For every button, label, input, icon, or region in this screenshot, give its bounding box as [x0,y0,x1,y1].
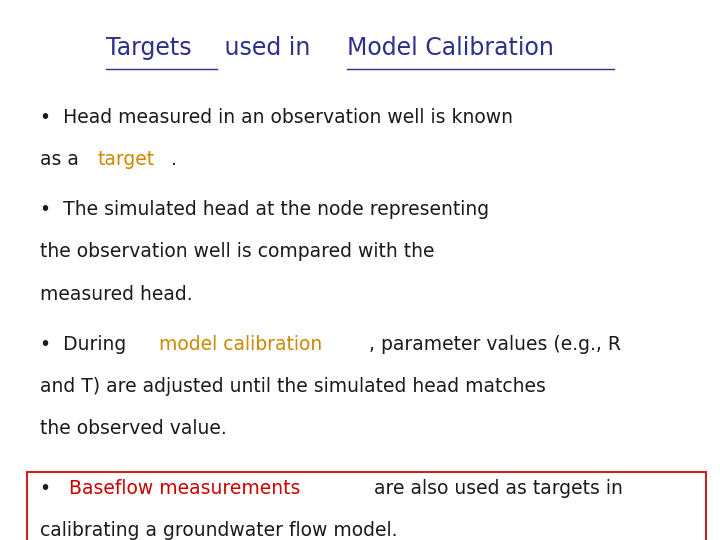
Text: the observed value.: the observed value. [40,419,226,438]
Text: .: . [171,150,177,169]
Text: , parameter values (e.g., R: , parameter values (e.g., R [369,335,621,354]
Text: as a: as a [40,150,84,169]
Text: •  The simulated head at the node representing: • The simulated head at the node represe… [40,200,489,219]
Text: the observation well is compared with the: the observation well is compared with th… [40,242,434,261]
Text: •  During: • During [40,335,132,354]
Text: calibrating a groundwater flow model.: calibrating a groundwater flow model. [40,521,397,540]
Text: •  Head measured in an observation well is known: • Head measured in an observation well i… [40,108,513,127]
Text: used in: used in [217,36,318,60]
Text: Model Calibration: Model Calibration [347,36,554,60]
Text: are also used as targets in: are also used as targets in [368,479,623,498]
Text: measured head.: measured head. [40,285,192,303]
Text: target: target [97,150,155,169]
Text: Baseflow measurements: Baseflow measurements [69,479,301,498]
Text: and T) are adjusted until the simulated head matches: and T) are adjusted until the simulated … [40,377,546,396]
Text: Targets: Targets [107,36,192,60]
Text: •: • [40,479,63,498]
Text: model calibration: model calibration [158,335,322,354]
